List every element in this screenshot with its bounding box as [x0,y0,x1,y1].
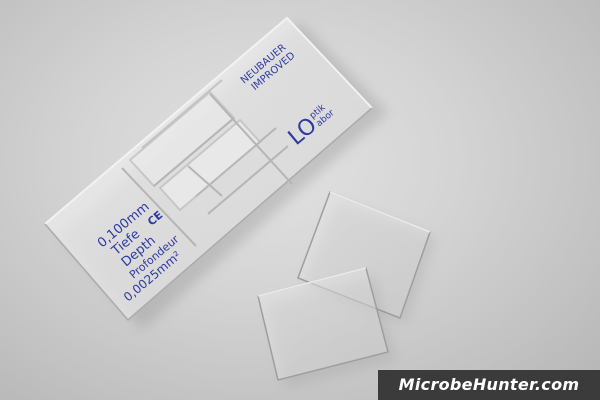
cover-glass-lower [257,267,396,388]
watermark: MicrobeHunter.com [378,370,600,400]
hemocytometer-slide: 0,100mm Tiefe CE Depth Profondeur 0,0025… [43,16,374,322]
counting-chamber [121,79,293,247]
